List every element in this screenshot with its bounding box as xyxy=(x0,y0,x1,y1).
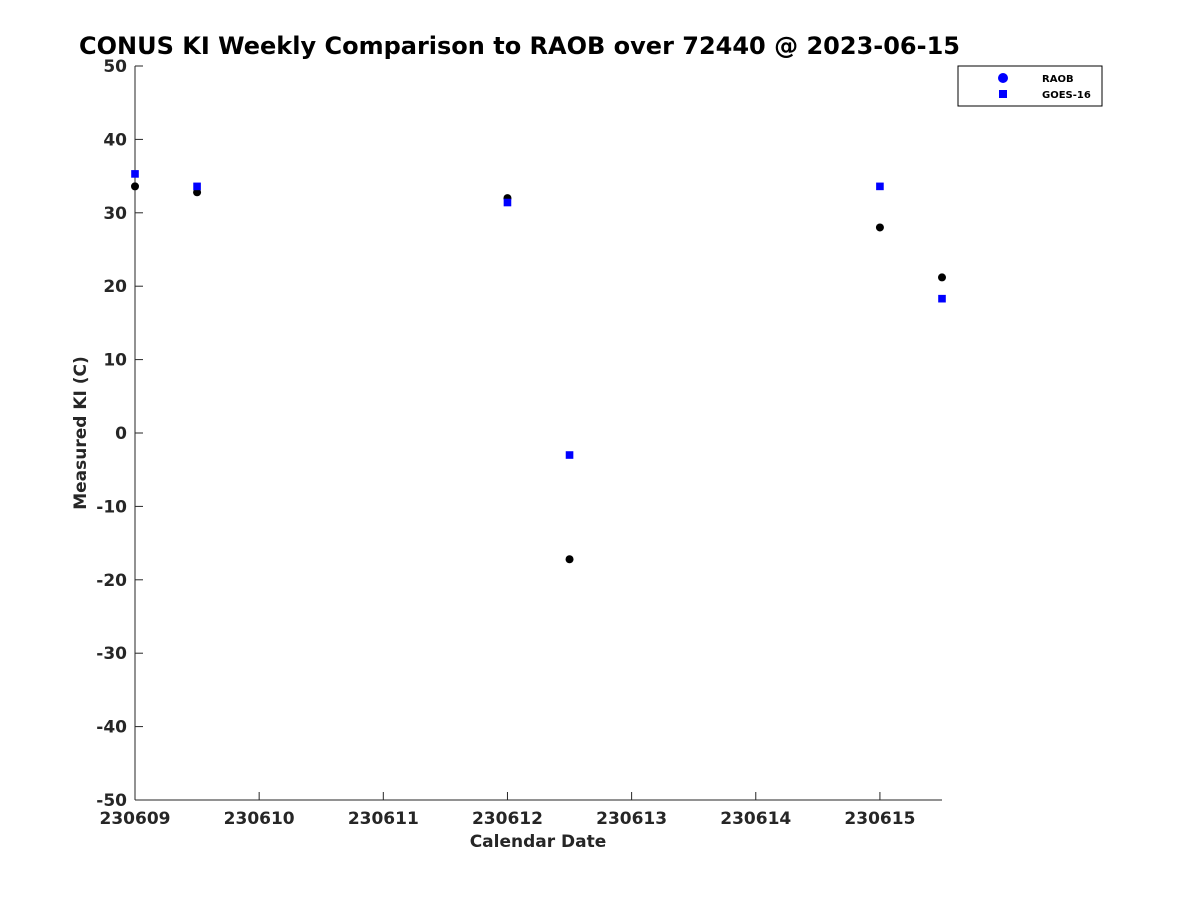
goes16-point xyxy=(131,170,139,178)
y-tick-label: -20 xyxy=(96,571,127,591)
y-tick-label: -10 xyxy=(96,497,127,517)
x-tick-label: 230611 xyxy=(348,809,419,829)
x-axis-label: Calendar Date xyxy=(470,832,607,852)
raob-point xyxy=(566,555,574,563)
y-tick-label: 20 xyxy=(103,277,127,297)
goes16-point xyxy=(938,295,946,303)
axes xyxy=(135,66,942,800)
legend-label: GOES-16 xyxy=(1042,90,1091,101)
x-tick-label: 230610 xyxy=(224,809,295,829)
x-tick-label: 230614 xyxy=(720,809,791,829)
series-goes-16 xyxy=(131,170,946,459)
legend: RAOB GOES-16 xyxy=(958,66,1102,106)
legend-marker-goes16 xyxy=(999,90,1007,98)
y-tick-label: 30 xyxy=(103,204,127,224)
y-tick-label: 50 xyxy=(103,57,127,77)
y-tick-label: -30 xyxy=(96,644,127,664)
goes16-point xyxy=(876,183,884,191)
raob-point xyxy=(876,223,884,231)
series-raob xyxy=(131,182,946,563)
x-tick-label: 230612 xyxy=(472,809,543,829)
y-tick-label: 10 xyxy=(103,351,127,371)
goes16-point xyxy=(193,183,201,191)
y-tick-label: 0 xyxy=(115,424,127,444)
goes16-point xyxy=(566,451,574,459)
series-layer xyxy=(131,170,946,563)
raob-point xyxy=(938,273,946,281)
y-tick-label: 40 xyxy=(103,130,127,150)
legend-label: RAOB xyxy=(1042,74,1074,85)
x-tick-label: 230613 xyxy=(596,809,667,829)
y-axis-label: Measured KI (C) xyxy=(71,356,91,510)
y-tick-label: -50 xyxy=(96,791,127,811)
y-tick-label: -40 xyxy=(96,718,127,738)
legend-marker-raob xyxy=(998,73,1008,83)
raob-point xyxy=(131,182,139,190)
chart-title: CONUS KI Weekly Comparison to RAOB over … xyxy=(79,32,960,60)
x-ticks: 230609 230610 230611 230612 230613 230614 2306… xyxy=(100,792,916,829)
x-tick-label: 230609 xyxy=(100,809,171,829)
goes16-point xyxy=(504,199,512,207)
x-tick-label: 230615 xyxy=(844,809,915,829)
